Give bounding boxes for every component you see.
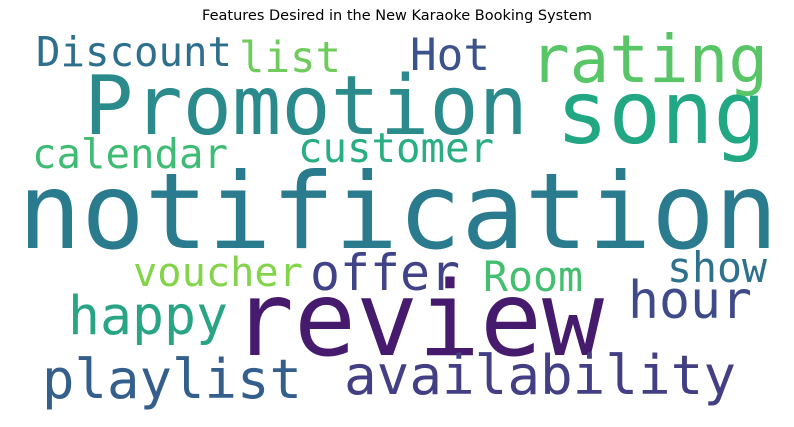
- word-rating: rating: [530, 21, 768, 98]
- word-calendar: calendar: [32, 130, 228, 178]
- word-voucher: voucher: [133, 249, 303, 296]
- word-hot: Hot: [410, 30, 490, 81]
- word-room: Room: [483, 252, 583, 301]
- word-customer: customer: [298, 124, 494, 172]
- word-playlist: playlist: [42, 348, 302, 411]
- word-discount: Discount: [36, 28, 232, 76]
- word-show: show: [667, 243, 767, 292]
- word-offer: offer: [310, 244, 460, 302]
- word-list: list: [239, 33, 341, 82]
- word-availability: availability: [344, 344, 736, 407]
